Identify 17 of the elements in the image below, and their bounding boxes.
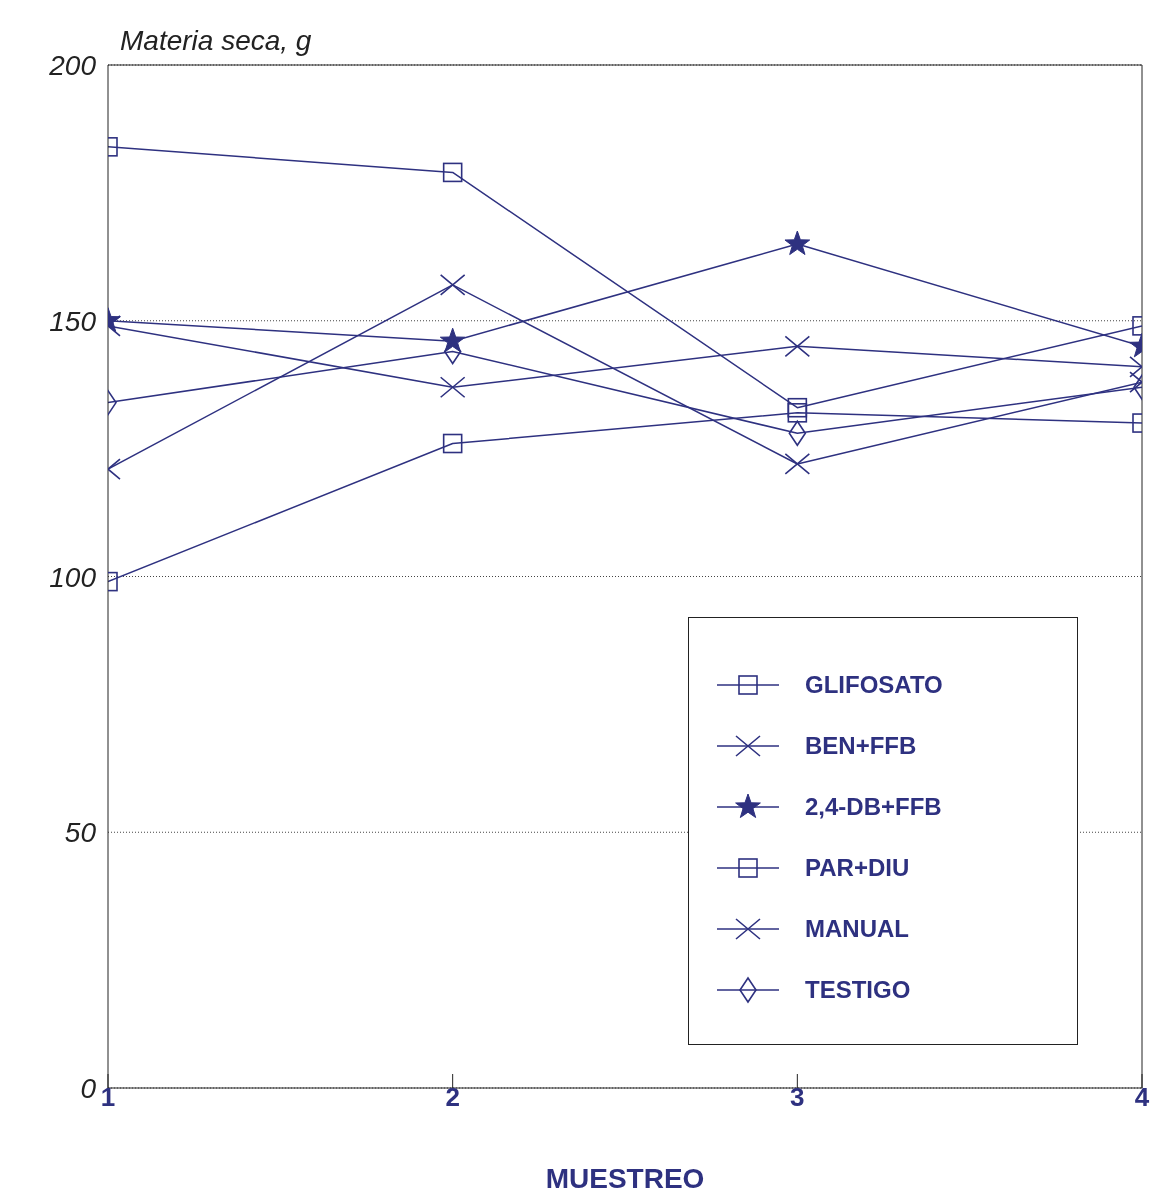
y-tick-label: 0: [80, 1073, 97, 1104]
y-tick-label: 200: [48, 50, 97, 81]
x-tick-label: 2: [445, 1082, 460, 1112]
x-tick-label: 4: [1134, 1082, 1150, 1112]
y-tick-label: 50: [64, 817, 97, 849]
legend-label: BEN+FFB: [805, 731, 917, 760]
legend-label: MANUAL: [805, 914, 909, 943]
x-tick-label: 1: [100, 1082, 116, 1112]
y-tick-label: 100: [49, 561, 97, 593]
x-axis-title: MUESTREO: [545, 1163, 705, 1194]
x-tick-label: 3: [790, 1082, 805, 1112]
legend-label: GLIFOSATO: [805, 670, 943, 699]
y-tick-label: 150: [49, 305, 97, 337]
legend-label: 2,4-DB+FFB: [805, 792, 942, 821]
legend-label: PAR+DIU: [805, 853, 910, 882]
legend-label: TESTIGO: [805, 975, 911, 1004]
y-axis-title: Materia seca, g: [120, 25, 312, 56]
